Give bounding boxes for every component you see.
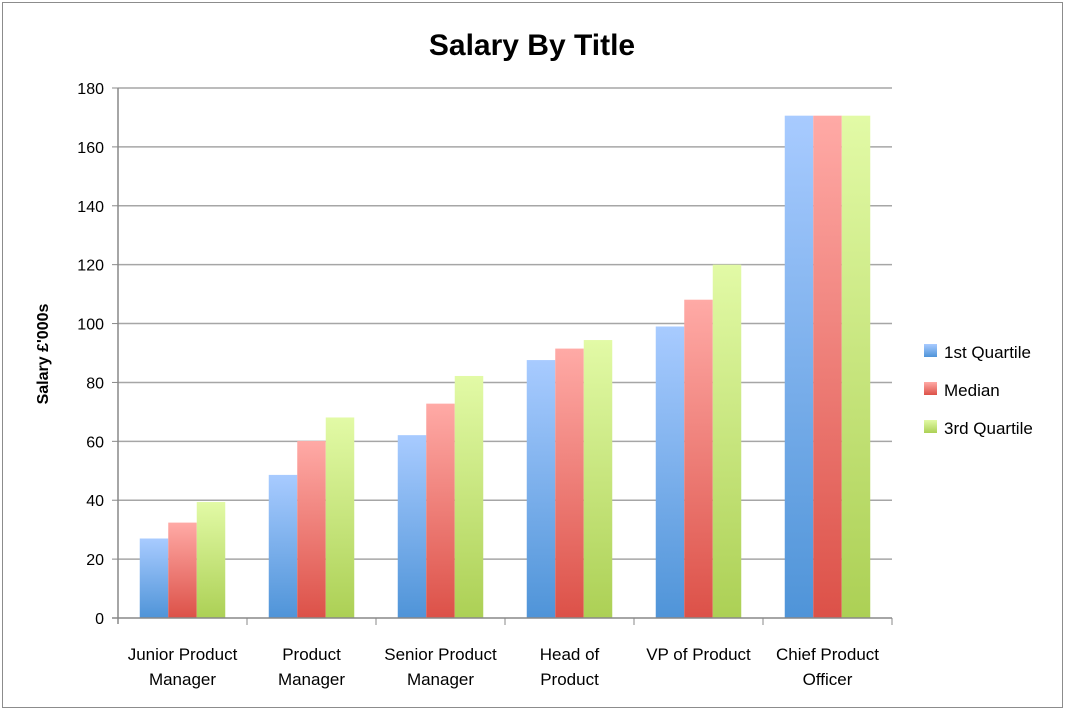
- legend-label: Median: [944, 381, 1000, 400]
- legend-swatch: [924, 344, 937, 357]
- x-tick-label: VP of Product: [646, 645, 751, 664]
- bar-3rd-quartile: [454, 375, 484, 618]
- x-tick-label: Product: [282, 645, 341, 664]
- bar-median: [297, 441, 326, 618]
- x-tick-label: Chief Product: [776, 645, 879, 664]
- y-tick-label: 160: [77, 140, 104, 157]
- chart-title: Salary By Title: [429, 29, 635, 62]
- x-tick-label: Junior Product: [128, 645, 238, 664]
- bar-3rd-quartile: [712, 264, 742, 618]
- x-tick-label: Manager: [278, 670, 345, 689]
- y-tick-label: 80: [86, 375, 104, 392]
- y-tick-label: 100: [77, 317, 104, 334]
- x-tick-label: Senior Product: [384, 645, 497, 664]
- y-tick-label: 180: [77, 81, 104, 98]
- x-tick-label: Officer: [803, 670, 853, 689]
- bar-1st-quartile: [139, 538, 169, 618]
- bar-3rd-quartile: [583, 340, 613, 618]
- bar-median: [555, 348, 584, 618]
- legend-label: 3rd Quartile: [944, 419, 1033, 438]
- bar-3rd-quartile: [841, 115, 871, 618]
- bar-1st-quartile: [655, 326, 685, 618]
- legend-swatch: [924, 420, 937, 433]
- bar-median: [684, 299, 713, 618]
- bar-median: [168, 522, 197, 618]
- y-tick-label: 140: [77, 199, 104, 216]
- x-tick-label: Head of: [540, 645, 600, 664]
- x-tick-label: Manager: [407, 670, 474, 689]
- y-tick-label: 120: [77, 258, 104, 275]
- legend-label: 1st Quartile: [944, 343, 1031, 362]
- y-tick-label: 60: [86, 434, 104, 451]
- bar-3rd-quartile: [325, 417, 355, 618]
- legend-swatch: [924, 382, 937, 395]
- y-axis-label: Salary £'000s: [35, 304, 52, 405]
- bar-median: [426, 403, 455, 618]
- x-tick-label: Manager: [149, 670, 216, 689]
- bar-1st-quartile: [784, 115, 814, 618]
- bar-median: [813, 115, 842, 618]
- y-tick-label: 0: [95, 611, 104, 628]
- bar-1st-quartile: [268, 474, 298, 618]
- bar-1st-quartile: [397, 435, 427, 618]
- y-tick-label: 20: [86, 552, 104, 569]
- x-tick-label: Product: [540, 670, 599, 689]
- y-tick-label: 40: [86, 493, 104, 510]
- bar-1st-quartile: [526, 360, 556, 618]
- bar-3rd-quartile: [196, 501, 226, 618]
